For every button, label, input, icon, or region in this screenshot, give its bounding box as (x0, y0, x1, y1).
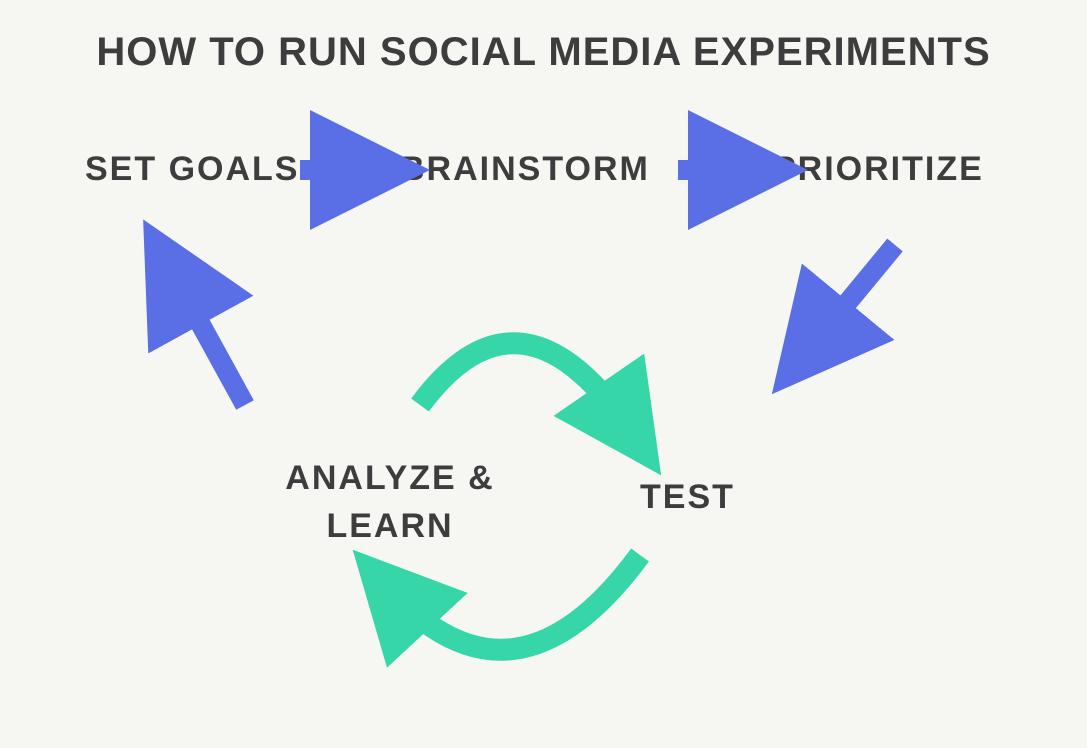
arrow-analyze-to-set-goals (172, 272, 245, 405)
arrow-prioritize-to-test (810, 245, 895, 348)
arrows-layer (0, 0, 1087, 748)
arrow-test-to-analyze-bottom (390, 555, 640, 650)
diagram-canvas: HOW TO RUN SOCIAL MEDIA EXPERIMENTS SET … (0, 0, 1087, 748)
arrow-analyze-to-test-top (420, 343, 630, 430)
